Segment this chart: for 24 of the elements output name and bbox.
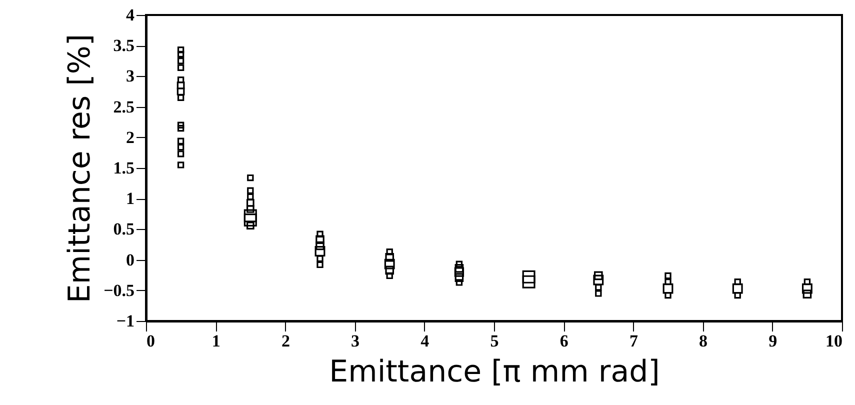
- y-tick-label: 4: [126, 6, 135, 24]
- x-tick-label: 8: [699, 332, 708, 350]
- y-axis-title: Emittance res [%]: [62, 34, 98, 304]
- x-tick-label: 1: [212, 332, 220, 350]
- y-tick-label: 2: [126, 128, 134, 147]
- y-tick-label: −1: [116, 312, 134, 330]
- y-tick-label: 0.5: [113, 220, 134, 239]
- y-tick-label: 1.5: [113, 158, 134, 178]
- y-tick-label: 0: [126, 250, 134, 270]
- x-tick-label: 2: [281, 332, 290, 350]
- x-axis-title: Emittance [π mm rad]: [329, 354, 660, 390]
- x-tick-label: 5: [490, 332, 499, 350]
- y-tick-label: 3.5: [113, 36, 134, 56]
- x-tick-label: 7: [629, 332, 638, 350]
- x-tick-label: 4: [420, 332, 430, 350]
- y-tick-label: 3: [126, 66, 134, 86]
- x-tick-label: 10: [826, 332, 842, 350]
- x-tick-label: 3: [351, 332, 360, 350]
- x-tick-label: 9: [768, 332, 778, 350]
- y-tick-label: 2.5: [113, 97, 134, 116]
- y-tick-label: 1: [126, 189, 134, 208]
- x-tick-label: 6: [560, 332, 568, 350]
- y-tick-label: −0.5: [104, 280, 134, 300]
- x-tick-label: 0: [146, 332, 155, 350]
